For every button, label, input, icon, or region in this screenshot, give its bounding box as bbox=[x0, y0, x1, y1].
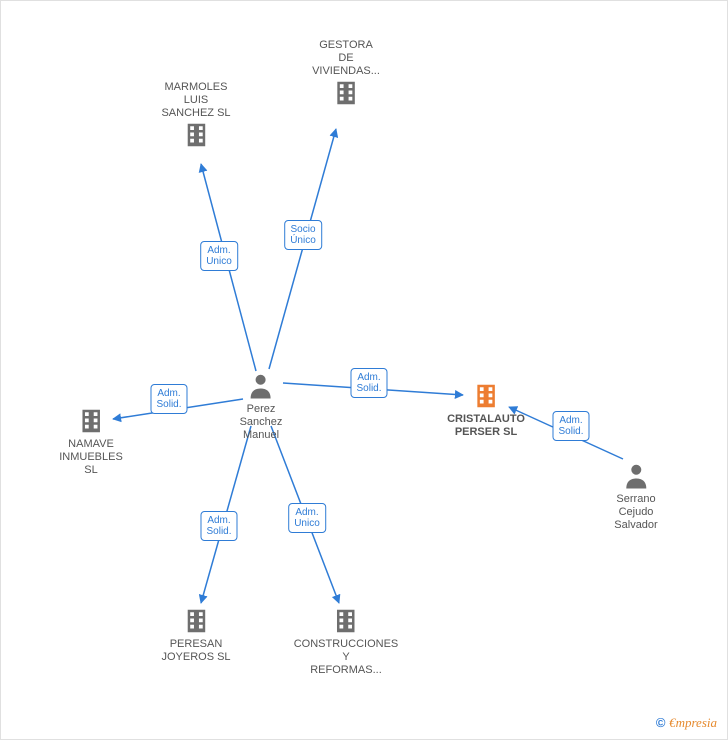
node-namave[interactable]: NAMAVE INMUEBLES SL bbox=[59, 406, 123, 477]
person-icon bbox=[614, 461, 657, 491]
node-perez[interactable]: Perez Sanchez Manuel bbox=[240, 371, 283, 442]
edge-label-perez-construc: Adm. Unico bbox=[288, 503, 326, 533]
node-label: Perez Sanchez Manuel bbox=[240, 403, 283, 442]
edge-label-perez-marmoles: Adm. Unico bbox=[200, 241, 238, 271]
node-label: GESTORA DE VIVIENDAS... bbox=[312, 39, 380, 78]
edge-label-perez-gestora: Socio Único bbox=[284, 220, 322, 250]
node-construc[interactable]: CONSTRUCCIONES Y REFORMAS... bbox=[294, 606, 399, 677]
edge-label-perez-peresan: Adm. Solid. bbox=[200, 511, 237, 541]
node-label: CRISTALAUTO PERSER SL bbox=[447, 413, 525, 439]
building-icon bbox=[447, 381, 525, 411]
node-serrano[interactable]: Serrano Cejudo Salvador bbox=[614, 461, 657, 532]
building-icon bbox=[294, 606, 399, 636]
person-icon bbox=[240, 371, 283, 401]
copyright-symbol: © bbox=[656, 715, 666, 730]
building-icon bbox=[312, 78, 380, 108]
node-cristalauto[interactable]: CRISTALAUTO PERSER SL bbox=[447, 381, 525, 439]
attribution: © €mpresia bbox=[656, 715, 717, 731]
building-icon bbox=[59, 406, 123, 436]
node-peresan[interactable]: PERESAN JOYEROS SL bbox=[161, 606, 230, 664]
building-icon bbox=[161, 606, 230, 636]
node-marmoles[interactable]: MARMOLES LUIS SANCHEZ SL bbox=[161, 81, 230, 152]
building-icon bbox=[161, 120, 230, 150]
node-label: CONSTRUCCIONES Y REFORMAS... bbox=[294, 638, 399, 677]
edge-label-perez-cristalauto: Adm. Solid. bbox=[350, 368, 387, 398]
node-label: Serrano Cejudo Salvador bbox=[614, 493, 657, 532]
node-label: NAMAVE INMUEBLES SL bbox=[59, 438, 123, 477]
brand-name: €mpresia bbox=[669, 715, 717, 730]
node-label: MARMOLES LUIS SANCHEZ SL bbox=[161, 81, 230, 120]
node-gestora[interactable]: GESTORA DE VIVIENDAS... bbox=[312, 39, 380, 110]
edge-label-serrano-cristalauto: Adm. Solid. bbox=[552, 411, 589, 441]
edge-label-perez-namave: Adm. Solid. bbox=[150, 384, 187, 414]
node-label: PERESAN JOYEROS SL bbox=[161, 638, 230, 664]
